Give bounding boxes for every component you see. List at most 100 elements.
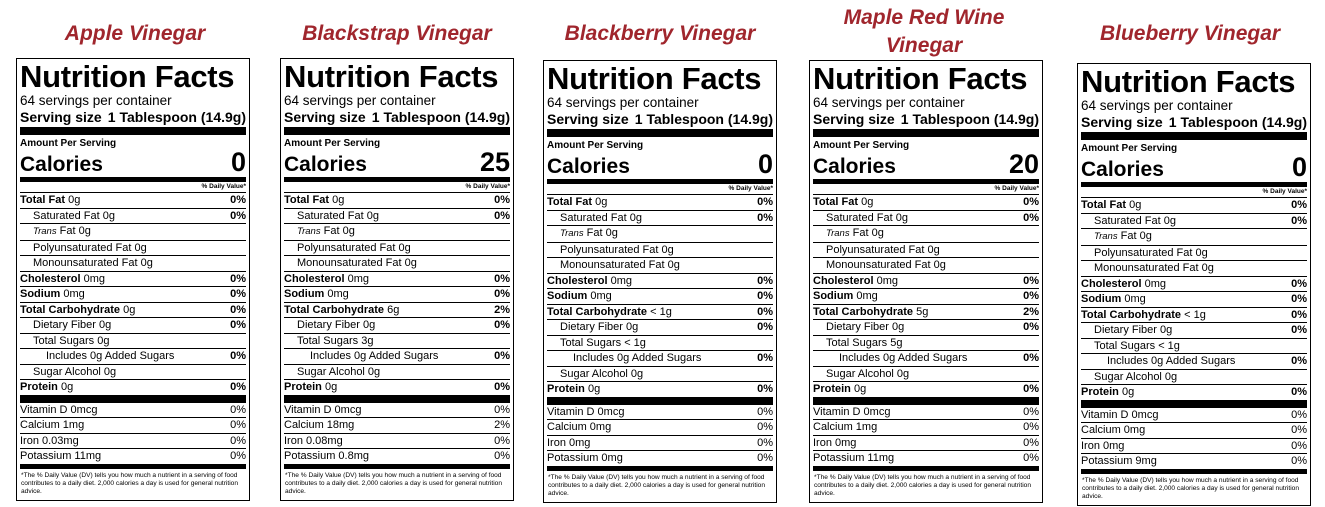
daily-value-footnote: *The % Daily Value (DV) tells you how mu…: [814, 473, 1031, 497]
total-carbohydrate-row: Total Carbohydrate < 1g 0%: [547, 305, 773, 320]
cholesterol-row: Cholesterol 0mg 0%: [1081, 277, 1307, 292]
trans-fat-value: Fat 0g: [1120, 230, 1152, 242]
product-title: Maple Red Wine Vinegar: [843, 6, 1005, 57]
calcium-label: Calcium 0mg: [1081, 424, 1146, 436]
cholesterol-dv: 0%: [757, 274, 773, 287]
vitamin-d-dv: 0%: [1023, 405, 1039, 418]
cholesterol-label: Cholesterol: [813, 274, 874, 287]
total-carbohydrate-row: Total Carbohydrate 6g 2%: [284, 303, 510, 318]
protein-row: Protein 0g 0%: [813, 382, 1039, 405]
servings-per-container: 64 servings per container: [1081, 98, 1233, 113]
serving-size-label: Serving size: [813, 111, 895, 127]
calories-label: Calories: [813, 155, 896, 178]
potassium-dv: 0%: [1023, 452, 1039, 464]
total-carbohydrate-dv: 2%: [494, 303, 510, 316]
calories-row: Calories 0: [20, 149, 246, 182]
dietary-fiber-dv: 0%: [230, 319, 246, 331]
total-fat-row: Total Fat 0g 0%: [813, 195, 1039, 211]
protein-value: 0g: [1121, 386, 1135, 398]
sodium-value: 0mg: [856, 290, 878, 302]
nutrition-facts-heading: Nutrition Facts: [1081, 64, 1296, 99]
protein-value: 0g: [324, 381, 338, 393]
sodium-value: 0mg: [63, 288, 85, 300]
added-sugars-label: Includes 0g Added Sugars: [839, 352, 968, 364]
protein-label: Protein: [284, 381, 322, 393]
dietary-fiber-dv: 0%: [1291, 324, 1307, 336]
protein-value: 0g: [587, 383, 601, 395]
total-fat-dv: 0%: [757, 196, 773, 208]
sugar-alcohol-label: Sugar Alcohol 0g: [33, 365, 117, 378]
sodium-label: Sodium: [284, 288, 325, 300]
total-carbohydrate-label: Total Carbohydrate: [813, 305, 914, 318]
serving-size-row: Serving size 1 Tablespoon (14.9g): [20, 109, 246, 135]
total-fat-row: Total Fat 0g 0%: [1081, 198, 1307, 214]
daily-value-footnote: *The % Daily Value (DV) tells you how mu…: [285, 471, 502, 495]
serving-size-row: Serving size 1 Tablespoon (14.9g): [813, 111, 1039, 137]
protein-label: Protein: [1081, 386, 1119, 398]
iron-label: Iron 0.08mg: [284, 434, 343, 447]
iron-dv: 0%: [1291, 439, 1307, 452]
added-sugars-label: Includes 0g Added Sugars: [46, 350, 175, 362]
monounsaturated-fat-label: Monounsaturated Fat 0g: [560, 259, 680, 271]
calcium-dv: 0%: [1023, 421, 1039, 433]
monounsaturated-fat-label: Monounsaturated Fat 0g: [33, 257, 153, 269]
daily-value-header: % Daily Value*: [1081, 187, 1307, 198]
amount-per-serving: Amount Per Serving: [547, 140, 644, 151]
saturated-fat-dv: 0%: [1291, 214, 1307, 227]
iron-row: Iron 0.08mg 0%: [284, 434, 510, 449]
total-fat-row: Total Fat 0g 0%: [284, 193, 510, 209]
total-carbohydrate-value: 0g: [123, 303, 136, 316]
iron-label: Iron 0mg: [547, 436, 591, 449]
nutrition-facts-heading: Nutrition Facts: [20, 59, 235, 94]
sodium-row: Sodium 0mg 0%: [20, 287, 246, 303]
total-carbohydrate-label: Total Carbohydrate: [284, 303, 385, 316]
saturated-fat-label: Saturated Fat 0g: [33, 209, 115, 222]
total-sugars-label: Total Sugars 0g: [33, 334, 110, 347]
nutrition-facts-label: Nutrition Facts 64 servings per containe…: [809, 60, 1043, 503]
cholesterol-value: 0mg: [1144, 277, 1166, 290]
added-sugars-row: Includes 0g Added Sugars 0%: [1081, 354, 1307, 370]
serving-size-value: 1 Tablespoon (14.9g): [1168, 114, 1307, 130]
calories-row: Calories 0: [1081, 154, 1307, 187]
saturated-fat-dv: 0%: [1023, 211, 1039, 224]
iron-label: Iron 0mg: [813, 436, 857, 449]
product-title: Apple Vinegar: [64, 22, 206, 45]
total-sugars-row: Total Sugars 5g: [813, 336, 1039, 351]
total-fat-value: 0g: [68, 194, 81, 206]
total-carbohydrate-value: < 1g: [1184, 308, 1206, 321]
added-sugars-dv: 0%: [494, 350, 510, 362]
sodium-value: 0mg: [590, 290, 612, 302]
polyunsaturated-fat-row: Polyunsaturated Fat 0g: [1081, 246, 1307, 261]
trans-fat-row: Trans Fat 0g: [813, 226, 1039, 243]
protein-value: 0g: [853, 383, 867, 395]
saturated-fat-row: Saturated Fat 0g 0%: [20, 209, 246, 224]
sugar-alcohol-label: Sugar Alcohol 0g: [1094, 370, 1178, 383]
vitamin-d-label: Vitamin D 0mcg: [1081, 408, 1159, 421]
added-sugars-label: Includes 0g Added Sugars: [1107, 355, 1236, 367]
iron-label: Iron 0.03mg: [20, 434, 79, 447]
iron-label: Iron 0mg: [1081, 439, 1125, 452]
potassium-label: Potassium 0.8mg: [284, 450, 369, 462]
cholesterol-label: Cholesterol: [1081, 277, 1142, 290]
total-fat-value: 0g: [332, 194, 345, 206]
total-carbohydrate-label: Total Carbohydrate: [547, 305, 648, 318]
dietary-fiber-label: Dietary Fiber 0g: [826, 321, 905, 333]
potassium-row: Potassium 11mg 0%: [20, 449, 246, 469]
vitamin-d-label: Vitamin D 0mcg: [20, 403, 98, 416]
cholesterol-row: Cholesterol 0mg 0%: [20, 272, 246, 287]
total-carbohydrate-label: Total Carbohydrate: [20, 303, 121, 316]
added-sugars-dv: 0%: [230, 350, 246, 362]
protein-row: Protein 0g 0%: [1081, 385, 1307, 408]
protein-row: Protein 0g 0%: [284, 380, 510, 403]
calcium-dv: 0%: [230, 419, 246, 431]
potassium-dv: 0%: [757, 452, 773, 464]
polyunsaturated-fat-label: Polyunsaturated Fat 0g: [33, 241, 147, 254]
calcium-label: Calcium 0mg: [547, 421, 612, 433]
serving-size-value: 1 Tablespoon (14.9g): [900, 111, 1039, 127]
amount-per-serving: Amount Per Serving: [20, 138, 117, 149]
cholesterol-value: 0mg: [83, 272, 105, 285]
trans-fat-value: Fat 0g: [852, 227, 884, 239]
cholesterol-label: Cholesterol: [20, 272, 81, 285]
serving-size-row: Serving size 1 Tablespoon (14.9g): [284, 109, 510, 135]
total-fat-label: Total Fat: [1081, 199, 1127, 211]
